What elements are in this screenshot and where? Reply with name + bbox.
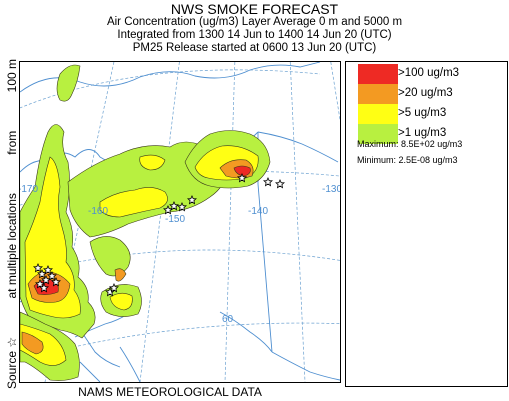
locations-label: at multiple locations bbox=[5, 193, 19, 299]
legend-swatch-100 bbox=[358, 64, 398, 84]
release-info: PM25 Release started at 0600 13 Jun 20 (… bbox=[132, 42, 377, 54]
source-side-label: Source ☆ at multiple locations from 100 … bbox=[5, 59, 19, 389]
legend-swatch-1 bbox=[358, 124, 398, 144]
lon-label-160: -160 bbox=[88, 206, 108, 217]
map-title: NWS SMOKE FORECAST bbox=[170, 1, 339, 17]
plume-north-tail bbox=[56, 64, 81, 102]
legend-label-5: >5 ug/m3 bbox=[398, 107, 447, 119]
legend-label-1: >1 ug/m3 bbox=[398, 127, 447, 139]
smoke-map: -170 -160 -150 -140 -130 60 bbox=[19, 61, 341, 383]
legend-item-5: >5 ug/m3 bbox=[358, 104, 508, 124]
coordinate-labels: -170 -160 -150 -140 -130 60 bbox=[20, 184, 340, 325]
minimum-value: Minimum: 2.5E-08 ug/m3 bbox=[357, 155, 458, 165]
legend-swatch-20 bbox=[358, 84, 398, 104]
data-source-footer: NAMS METEOROLOGICAL DATA bbox=[78, 385, 262, 399]
legend-label-20: >20 ug/m3 bbox=[398, 87, 453, 99]
source-label: Source ☆ bbox=[5, 336, 19, 389]
lon-label-140: -140 bbox=[248, 206, 268, 217]
plume-lower-central bbox=[89, 236, 131, 277]
map-svg: -170 -160 -150 -140 -130 60 bbox=[20, 62, 340, 382]
height-label: 100 m bbox=[5, 59, 19, 93]
concentration-subtitle: Air Concentration (ug/m3) Layer Average … bbox=[106, 16, 403, 28]
legend-item-100: >100 ug/m3 bbox=[358, 64, 508, 84]
lat-label-60: 60 bbox=[222, 314, 234, 325]
lon-label-150: -150 bbox=[165, 214, 185, 225]
lon-label-130: -130 bbox=[322, 184, 340, 195]
legend-item-1: >1 ug/m3 bbox=[358, 124, 508, 144]
from-label: from bbox=[5, 130, 19, 155]
integration-period: Integrated from 1300 14 Jun to 1400 14 J… bbox=[117, 29, 392, 41]
legend-item-20: >20 ug/m3 bbox=[358, 84, 508, 104]
smoke-plumes bbox=[20, 64, 271, 381]
lon-label-170: -170 bbox=[20, 184, 38, 195]
legend-label-100: >100 ug/m3 bbox=[398, 67, 460, 79]
legend-swatch-5 bbox=[358, 104, 398, 124]
concentration-legend: >100 ug/m3 >20 ug/m3 >5 ug/m3 >1 ug/m3 M… bbox=[345, 61, 508, 387]
maximum-value: Maximum: 8.5E+02 ug/m3 bbox=[357, 139, 463, 149]
